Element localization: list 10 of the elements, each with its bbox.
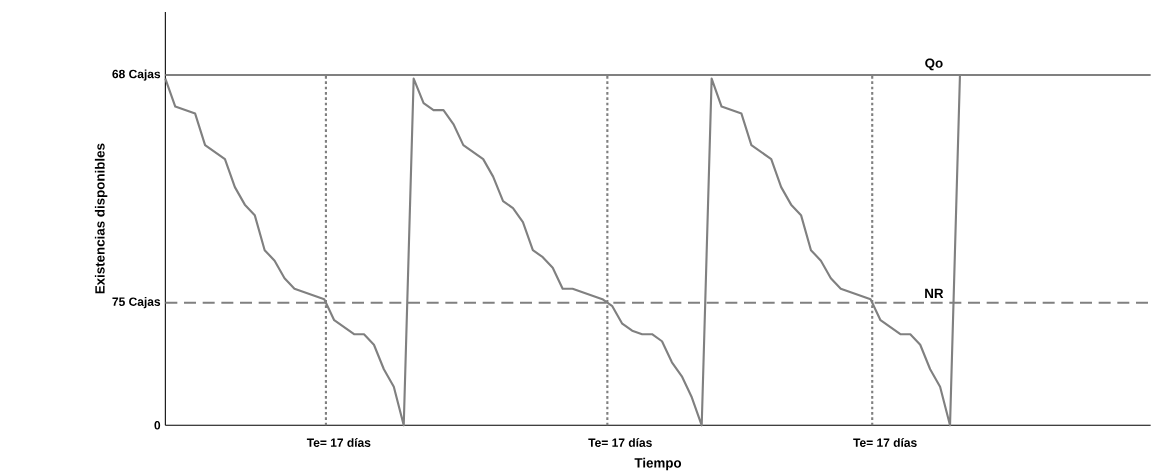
text: 68 Cajas <box>112 69 161 81</box>
ref-line-label: NR <box>925 288 944 299</box>
text: Te= 17 días <box>306 438 371 448</box>
text: Te= 17 días <box>588 438 652 448</box>
text: Te= 17 días <box>853 438 917 448</box>
x-axis-title: Tiempo <box>634 457 682 471</box>
ref-line-label: Qo <box>925 58 943 71</box>
y-axis-title: Existencias disponibles <box>94 143 108 294</box>
text: 0 <box>154 421 161 430</box>
text: 75 Cajas <box>112 297 161 309</box>
